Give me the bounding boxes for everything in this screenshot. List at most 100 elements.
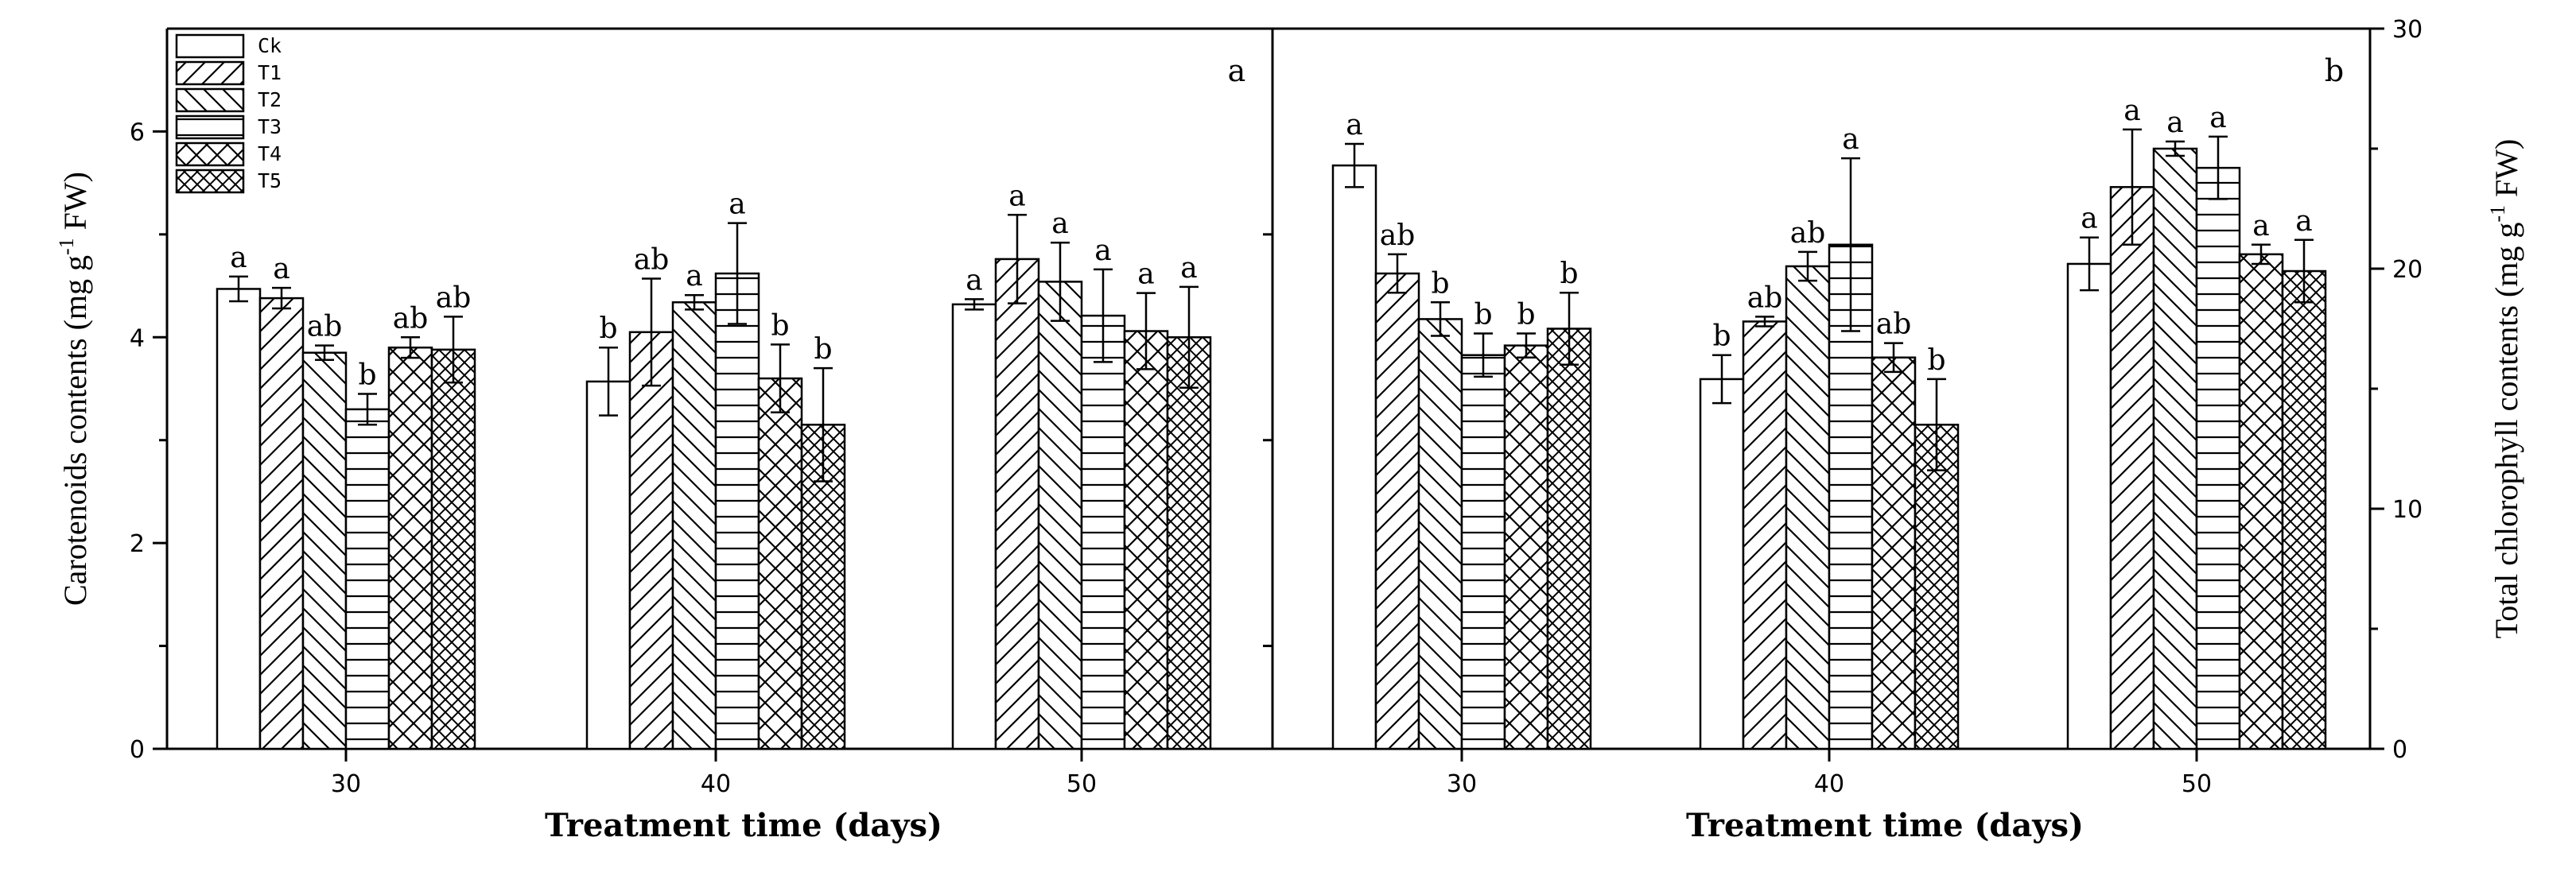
b-bar-ck-40: [1699, 378, 1745, 750]
b-x-axis-title: Treatment time (days): [1686, 807, 2084, 844]
b-bar-t2-40: [1785, 265, 1831, 750]
legend-label-t2: T2: [258, 88, 282, 111]
b-bar-t1-50: [2109, 186, 2155, 750]
b-error-bar: [1388, 253, 1407, 294]
legend-label-t4: T4: [258, 142, 282, 165]
legend-label-t3: T3: [258, 115, 282, 138]
a-y-tick-label: 4: [130, 324, 145, 352]
a-error-bar: [771, 343, 790, 414]
b-error-bar: [1798, 250, 1817, 282]
a-significance-letter: a: [1137, 258, 1154, 291]
b-bar-t5-50: [2281, 269, 2327, 750]
legend-label-t5: T5: [258, 169, 282, 192]
a-significance-letter: b: [358, 359, 376, 391]
b-bar-t1-40: [1742, 320, 1788, 750]
b-significance-letter: b: [1712, 320, 1731, 353]
a-error-bar: [685, 293, 704, 311]
b-bar-t1-30: [1374, 272, 1420, 750]
b-bar-t2-30: [1417, 318, 1463, 750]
a-error-bar: [229, 275, 248, 303]
a-x-tick-label: 50: [1067, 770, 1097, 798]
a-x-axis-title: Treatment time (days): [545, 807, 942, 844]
a-significance-letter: ab: [307, 311, 343, 343]
a-significance-letter: a: [230, 242, 247, 274]
legend-label-t1: T1: [258, 61, 282, 84]
a-error-bar: [358, 393, 377, 426]
a-significance-letter: a: [729, 188, 745, 221]
legend-swatch-t5: [175, 169, 245, 194]
b-bar-t2-50: [2152, 147, 2198, 750]
a-bar-ck-50: [951, 303, 997, 750]
a-significance-letter: b: [814, 333, 832, 366]
b-error-bar: [2166, 140, 2185, 157]
b-bar-t5-40: [1914, 424, 1960, 750]
a-error-bar: [444, 316, 463, 384]
a-error-bar: [642, 277, 661, 387]
b-error-bar: [1712, 354, 1731, 405]
b-significance-letter: a: [2295, 205, 2312, 238]
a-bar-ck-30: [216, 288, 262, 750]
a-error-bar: [1051, 241, 1070, 322]
b-significance-letter: b: [1927, 344, 1945, 377]
b-error-bar: [2294, 238, 2314, 304]
a-significance-letter: a: [1094, 235, 1111, 267]
b-error-bar: [2209, 135, 2228, 200]
a-significance-letter: b: [771, 309, 789, 342]
legend-swatch-t4: [175, 141, 245, 167]
b-error-bar: [1517, 332, 1536, 359]
b-significance-letter: b: [1431, 267, 1449, 300]
legend-swatch-t3: [175, 114, 245, 140]
a-y-tick-label: 0: [130, 736, 145, 764]
b-x-tick-label: 30: [1447, 770, 1477, 798]
b-error-bar: [2252, 243, 2271, 266]
a-significance-letter: ab: [393, 302, 429, 335]
a-bar-t1-30: [258, 297, 305, 750]
b-significance-letter: a: [1842, 123, 1859, 156]
b-error-bar: [1431, 301, 1450, 337]
a-panel-label: a: [1228, 53, 1246, 88]
legend-label-ck: Ck: [258, 34, 282, 57]
a-error-bar: [1008, 214, 1027, 304]
a-significance-letter: ab: [436, 281, 472, 314]
b-error-bar: [1474, 332, 1493, 378]
a-bar-t1-40: [628, 331, 674, 750]
b-bar-t4-30: [1503, 344, 1549, 750]
a-bar-t3-30: [344, 408, 390, 750]
b-error-bar: [1755, 316, 1774, 328]
a-x-tick-label: 40: [701, 770, 731, 798]
legend: Ck T1 T2 T3 T4 T5: [175, 33, 282, 194]
a-significance-letter: a: [1051, 207, 1068, 240]
a-error-bar: [401, 336, 420, 359]
b-error-bar: [2123, 128, 2142, 246]
a-y-tick-label: 2: [130, 530, 145, 558]
a-significance-letter: a: [966, 264, 982, 297]
b-error-bar: [1345, 142, 1364, 188]
a-bar-t5-50: [1166, 336, 1212, 750]
b-significance-letter: ab: [1790, 217, 1826, 250]
a-x-tick-label: 30: [331, 770, 361, 798]
b-error-bar: [1927, 378, 1946, 471]
b-error-bar: [1841, 157, 1860, 332]
a-bar-t4-40: [757, 377, 803, 750]
b-significance-letter: a: [2123, 95, 2140, 127]
a-bar-t4-30: [387, 346, 433, 750]
b-y-axis-title: Total chlorophyll contents (mg g-1 FW): [2486, 139, 2524, 639]
b-significance-letter: a: [2252, 210, 2269, 242]
b-significance-letter: a: [1346, 109, 1362, 141]
b-significance-letter: ab: [1380, 219, 1416, 252]
b-bar-t4-50: [2238, 253, 2284, 750]
legend-swatch-t2: [175, 87, 245, 113]
a-error-bar: [599, 346, 618, 417]
b-bar-t3-50: [2195, 166, 2241, 750]
a-error-bar: [1136, 292, 1156, 370]
b-significance-letter: ab: [1876, 308, 1912, 341]
b-y-tick-label: 20: [2392, 256, 2423, 284]
legend-swatch-t1: [175, 60, 245, 86]
b-bar-t4-40: [1871, 356, 1917, 750]
b-y-tick-label: 0: [2392, 736, 2407, 764]
a-error-bar: [1179, 285, 1199, 389]
b-y-tick-label: 10: [2392, 496, 2423, 524]
